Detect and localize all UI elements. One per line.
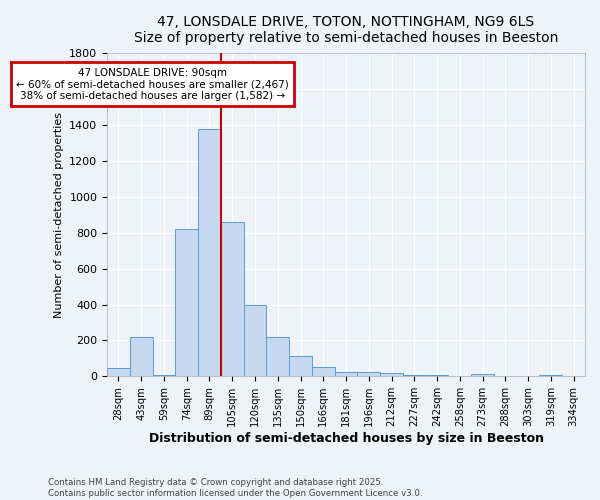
Y-axis label: Number of semi-detached properties: Number of semi-detached properties — [53, 112, 64, 318]
Bar — [471, 374, 494, 376]
Bar — [539, 375, 562, 376]
Bar — [221, 222, 244, 376]
Bar — [380, 373, 403, 376]
Bar — [107, 368, 130, 376]
Title: 47, LONSDALE DRIVE, TOTON, NOTTINGHAM, NG9 6LS
Size of property relative to semi: 47, LONSDALE DRIVE, TOTON, NOTTINGHAM, N… — [134, 15, 558, 45]
Bar — [266, 337, 289, 376]
Bar — [312, 368, 335, 376]
Bar — [335, 372, 358, 376]
Bar — [130, 337, 152, 376]
Bar — [175, 229, 198, 376]
Bar — [198, 128, 221, 376]
Text: 47 LONSDALE DRIVE: 90sqm
← 60% of semi-detached houses are smaller (2,467)
38% o: 47 LONSDALE DRIVE: 90sqm ← 60% of semi-d… — [16, 68, 289, 101]
Bar — [289, 356, 312, 376]
Bar — [358, 372, 380, 376]
Bar — [244, 304, 266, 376]
Text: Contains HM Land Registry data © Crown copyright and database right 2025.
Contai: Contains HM Land Registry data © Crown c… — [48, 478, 422, 498]
X-axis label: Distribution of semi-detached houses by size in Beeston: Distribution of semi-detached houses by … — [149, 432, 544, 445]
